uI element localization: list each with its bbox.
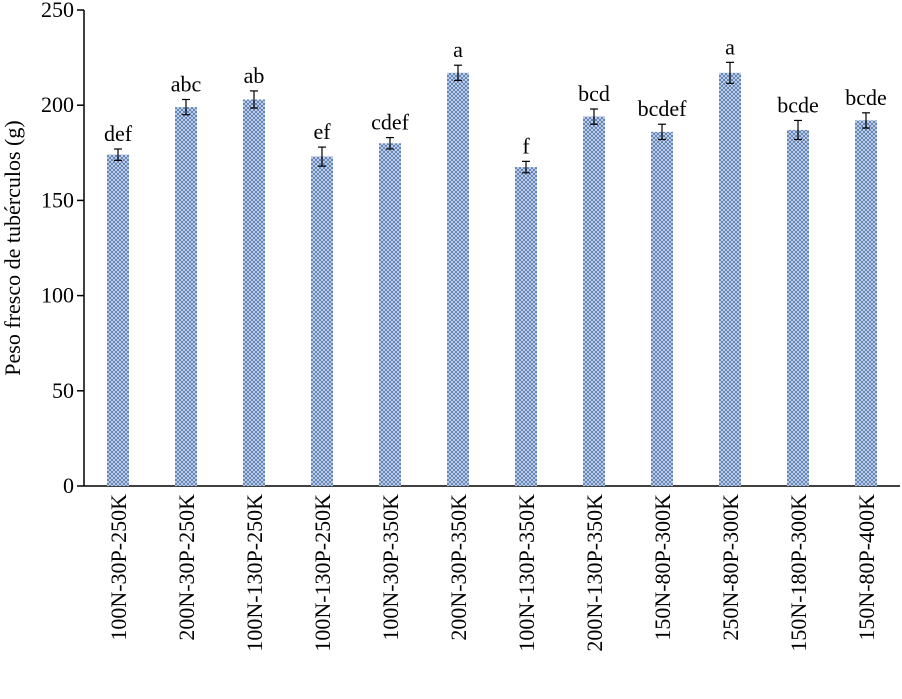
significance-letter: a xyxy=(725,34,735,59)
x-tick-label: 150N-80P-300K xyxy=(650,494,675,641)
bar xyxy=(651,131,673,486)
error-bar xyxy=(386,136,394,150)
significance-letter: bcde xyxy=(777,92,819,117)
bar xyxy=(447,72,469,486)
x-tick-label: 200N-30P-250K xyxy=(174,494,199,641)
y-tick-label: 50 xyxy=(52,378,74,403)
x-tick-label: 100N-30P-250K xyxy=(106,494,131,641)
error-bar xyxy=(114,148,122,162)
error-bar xyxy=(794,119,802,141)
x-tick-label: 200N-130P-350K xyxy=(582,494,607,652)
significance-letter: a xyxy=(453,37,463,62)
error-bar xyxy=(862,112,870,129)
error-bar xyxy=(590,108,598,125)
significance-letter: abc xyxy=(171,71,202,96)
error-bar xyxy=(318,146,326,167)
error-bar xyxy=(522,160,530,174)
y-axis-title: Peso fresco de tubérculos (g) xyxy=(0,120,25,375)
bar xyxy=(243,99,265,486)
error-bar xyxy=(250,90,258,109)
significance-letter: ab xyxy=(244,63,265,88)
y-tick-label: 200 xyxy=(41,92,74,117)
x-tick-label: 200N-30P-350K xyxy=(446,494,471,641)
y-tick-label: 150 xyxy=(41,187,74,212)
error-bar xyxy=(454,64,462,82)
significance-letter: f xyxy=(522,133,530,158)
bar xyxy=(311,156,333,486)
bar xyxy=(175,107,197,486)
error-bar xyxy=(726,61,734,84)
significance-letter: bcdef xyxy=(638,96,688,121)
significance-letter: bcde xyxy=(845,85,887,110)
bar xyxy=(515,167,537,486)
y-tick-label: 100 xyxy=(41,283,74,308)
x-tick-label: 250N-80P-300K xyxy=(718,494,743,641)
x-tick-label: 100N-130P-250K xyxy=(242,494,267,652)
bar xyxy=(787,129,809,486)
y-tick-label: 250 xyxy=(41,0,74,22)
x-tick-label: 100N-130P-350K xyxy=(514,494,539,652)
significance-letter: cdef xyxy=(371,110,410,135)
error-bar xyxy=(658,123,666,141)
error-bar xyxy=(182,98,190,116)
x-tick-label: 100N-130P-250K xyxy=(310,494,335,652)
bar xyxy=(107,154,129,487)
significance-letter: def xyxy=(104,121,133,146)
x-tick-label: 100N-30P-350K xyxy=(378,494,403,641)
bar xyxy=(379,143,401,486)
x-tick-label: 150N-80P-400K xyxy=(854,494,879,641)
bar xyxy=(855,120,877,486)
y-tick-label: 0 xyxy=(63,473,74,498)
bar xyxy=(719,72,741,486)
bar xyxy=(583,116,605,487)
x-tick-label: 150N-180P-300K xyxy=(786,494,811,652)
significance-letter: bcd xyxy=(578,81,610,106)
significance-letter: ef xyxy=(313,119,331,144)
